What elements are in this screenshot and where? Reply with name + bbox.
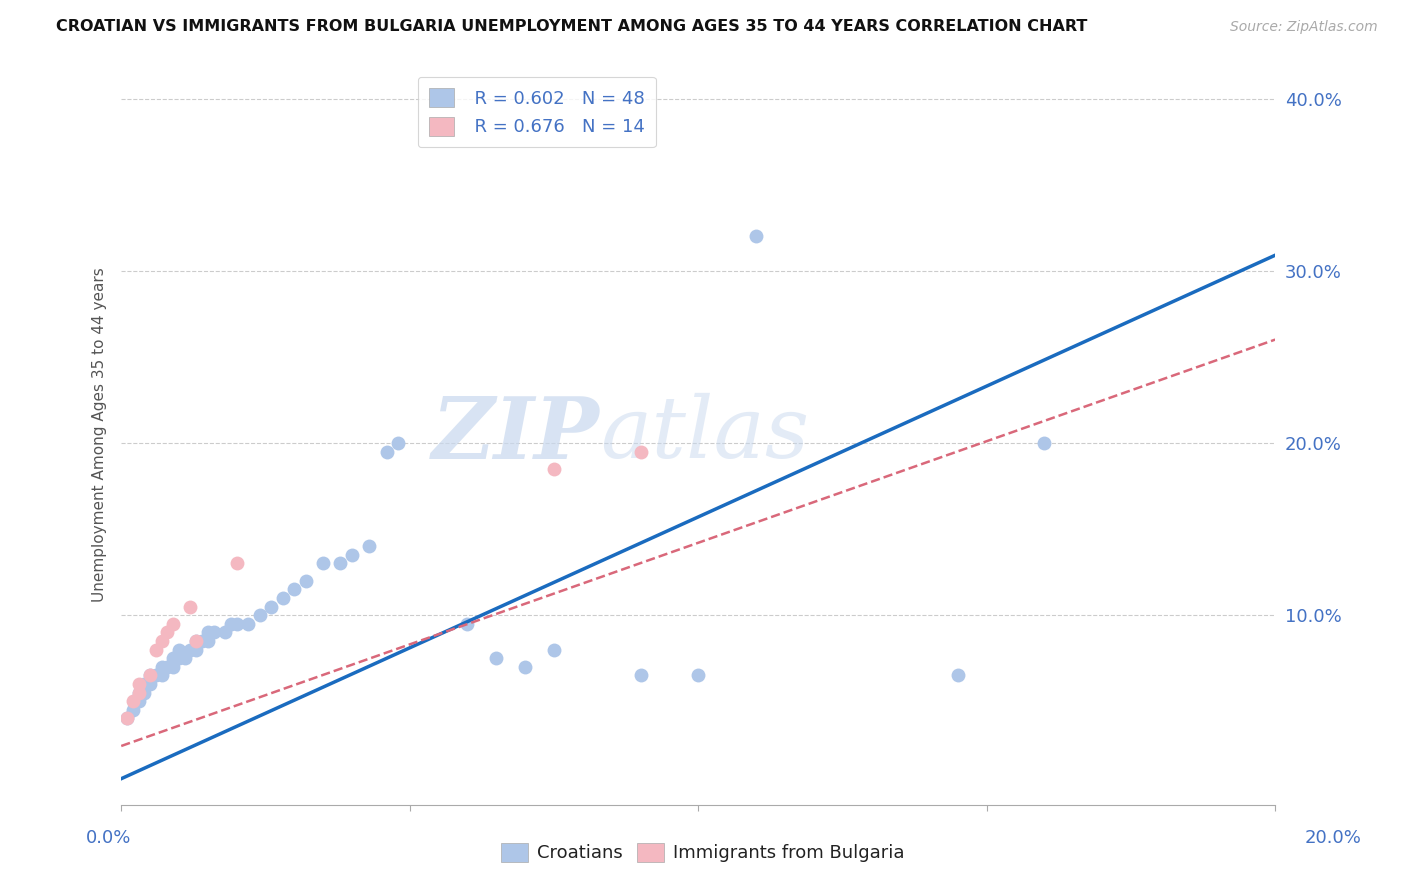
- Point: [134, 677, 156, 691]
- Point: [513, 660, 536, 674]
- Point: [375, 444, 398, 458]
- Point: [214, 625, 236, 640]
- Point: [115, 711, 138, 725]
- Point: [179, 642, 201, 657]
- Point: [150, 660, 173, 674]
- Text: 20.0%: 20.0%: [1305, 829, 1361, 847]
- Point: [295, 574, 318, 588]
- Point: [283, 582, 305, 597]
- Point: [225, 616, 247, 631]
- Legend: Croatians, Immigrants from Bulgaria: Croatians, Immigrants from Bulgaria: [494, 836, 912, 870]
- Point: [162, 660, 184, 674]
- Point: [225, 557, 247, 571]
- Point: [150, 634, 173, 648]
- Point: [340, 548, 363, 562]
- Point: [150, 668, 173, 682]
- Point: [121, 694, 143, 708]
- Point: [156, 625, 179, 640]
- Point: [139, 668, 162, 682]
- Point: [186, 634, 208, 648]
- Point: [128, 677, 150, 691]
- Point: [121, 703, 143, 717]
- Point: [630, 444, 652, 458]
- Point: [162, 651, 184, 665]
- Point: [145, 642, 167, 657]
- Point: [249, 608, 271, 623]
- Point: [202, 625, 225, 640]
- Point: [1033, 436, 1056, 450]
- Point: [543, 642, 565, 657]
- Point: [128, 694, 150, 708]
- Point: [271, 591, 294, 605]
- Point: [688, 668, 710, 682]
- Point: [946, 668, 969, 682]
- Point: [162, 616, 184, 631]
- Point: [197, 625, 219, 640]
- Point: [139, 677, 162, 691]
- Point: [179, 599, 201, 614]
- Point: [115, 711, 138, 725]
- Point: [186, 642, 208, 657]
- Point: [128, 685, 150, 699]
- Point: [134, 685, 156, 699]
- Point: [236, 616, 259, 631]
- Point: [145, 668, 167, 682]
- Point: [260, 599, 283, 614]
- Point: [139, 668, 162, 682]
- Point: [485, 651, 508, 665]
- Point: [167, 642, 190, 657]
- Legend:   R = 0.602   N = 48,   R = 0.676   N = 14: R = 0.602 N = 48, R = 0.676 N = 14: [418, 77, 655, 147]
- Point: [359, 539, 381, 553]
- Point: [186, 634, 208, 648]
- Text: atlas: atlas: [600, 393, 810, 475]
- Point: [312, 557, 335, 571]
- Point: [128, 685, 150, 699]
- Point: [745, 229, 768, 244]
- Point: [630, 668, 652, 682]
- Point: [219, 616, 242, 631]
- Point: [167, 651, 190, 665]
- Point: [456, 616, 478, 631]
- Point: [197, 634, 219, 648]
- Y-axis label: Unemployment Among Ages 35 to 44 years: Unemployment Among Ages 35 to 44 years: [93, 267, 107, 602]
- Text: 0.0%: 0.0%: [86, 829, 131, 847]
- Text: CROATIAN VS IMMIGRANTS FROM BULGARIA UNEMPLOYMENT AMONG AGES 35 TO 44 YEARS CORR: CROATIAN VS IMMIGRANTS FROM BULGARIA UNE…: [56, 20, 1088, 34]
- Text: Source: ZipAtlas.com: Source: ZipAtlas.com: [1230, 21, 1378, 34]
- Point: [156, 660, 179, 674]
- Point: [173, 651, 195, 665]
- Point: [329, 557, 352, 571]
- Text: ZIP: ZIP: [432, 392, 600, 476]
- Point: [387, 436, 409, 450]
- Point: [543, 461, 565, 475]
- Point: [191, 634, 214, 648]
